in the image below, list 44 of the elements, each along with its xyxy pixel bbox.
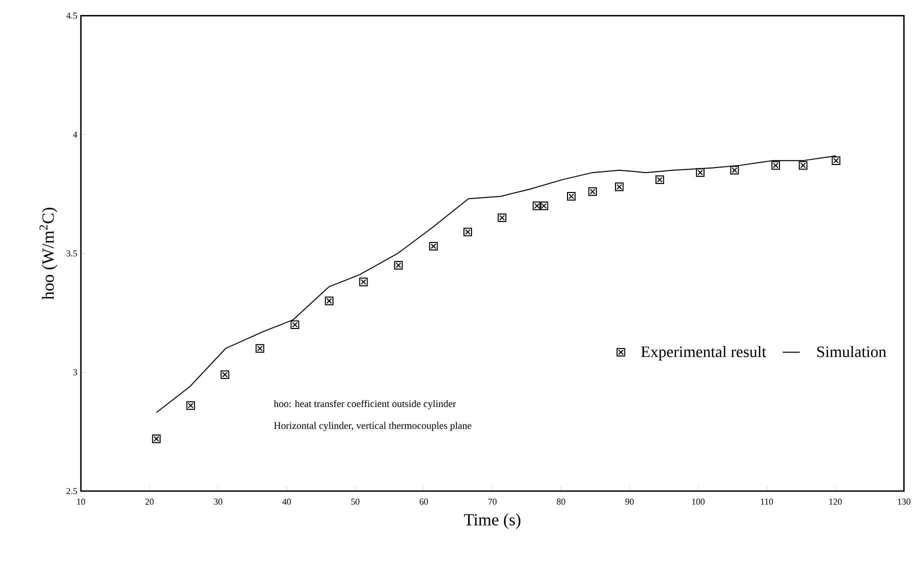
x-tick-label: 40 (282, 498, 291, 505)
point (394, 260, 403, 270)
x-tick-label: 110 (760, 498, 773, 505)
point (256, 344, 264, 353)
y-tick-label: 3 (73, 369, 78, 376)
y-axis-title: hoo (W/m$^{2}$C) (40, 208, 58, 300)
point (152, 434, 161, 443)
x-tick-label: 10 (77, 498, 86, 505)
point (615, 182, 624, 191)
x-tick-label: 80 (556, 498, 566, 505)
point (186, 401, 195, 410)
point (567, 192, 576, 200)
point (832, 156, 840, 165)
y-tick-label: 3.5 (66, 250, 78, 256)
point (655, 175, 664, 184)
x-tick-label: 30 (214, 498, 222, 505)
x-axis-title: Time (s) (464, 513, 520, 529)
point (588, 187, 597, 196)
point (324, 296, 334, 306)
x-tick-label: 120 (829, 498, 842, 505)
x-tick-label: 70 (488, 498, 497, 505)
point (696, 168, 705, 177)
x-tick-label: 90 (625, 498, 634, 505)
point (498, 213, 506, 222)
point (359, 277, 368, 286)
point (429, 242, 438, 250)
point (463, 228, 472, 236)
y-tick-label: 2.5 (66, 488, 78, 494)
legend-label: Experimental result (641, 346, 766, 360)
x-tick-label: 20 (145, 498, 154, 505)
x-tick-label: 130 (898, 498, 910, 505)
point (730, 166, 739, 174)
x-tick-label: 60 (420, 498, 428, 505)
x-tick-label: 100 (692, 498, 705, 505)
point (220, 370, 230, 379)
annotation: hoo: heat transfer coefficient outside cylinder (274, 400, 456, 410)
point (771, 160, 780, 170)
annotation: Horizontal cylinder, vertical thermocouples plane (274, 422, 472, 431)
point (290, 320, 300, 329)
x-tick-label: 50 (351, 498, 360, 505)
y-tick-label: 4 (73, 131, 78, 138)
y-tick-label: 4.5 (66, 12, 78, 19)
legend-label: Simulation (817, 346, 886, 358)
point (798, 160, 808, 170)
